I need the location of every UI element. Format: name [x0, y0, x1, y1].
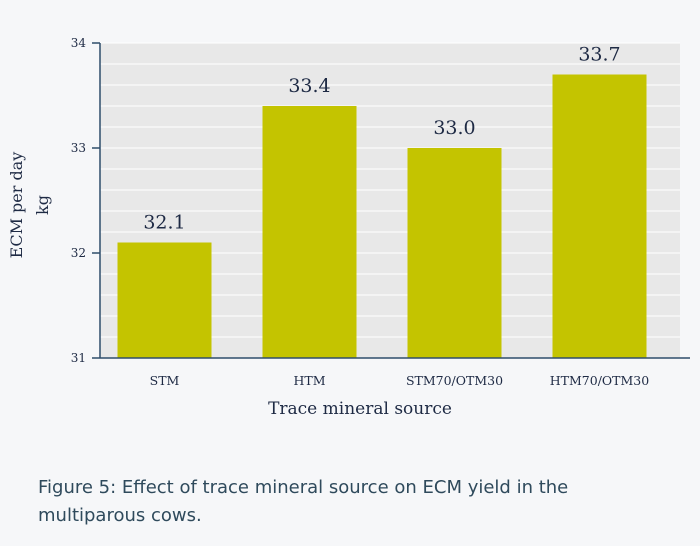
y-tick-label: 33 [71, 141, 86, 155]
y-ticks: 31 32 33 34 [71, 36, 100, 365]
figure-caption: Figure 5: Effect of trace mineral source… [38, 477, 569, 526]
bar-chart: 32.1 33.4 33.0 33.7 31 32 33 34 STM HTM STM70/OT… [7, 36, 690, 419]
bar-htm [262, 106, 357, 358]
x-tick-label: HTM [293, 373, 325, 388]
x-tick-label: STM [150, 373, 180, 388]
value-labels: 32.1 33.4 33.0 33.7 [143, 44, 620, 234]
y-tick-label: 31 [71, 351, 86, 365]
y-tick-label: 32 [71, 246, 86, 260]
y-axis-label-line2: kg [33, 195, 52, 215]
value-label: 32.1 [143, 212, 185, 234]
value-label: 33.7 [578, 44, 620, 66]
bar-stm70-otm30 [407, 148, 502, 358]
x-tick-label: HTM70/OTM30 [550, 373, 649, 388]
bar-stm [117, 242, 212, 358]
value-label: 33.0 [433, 117, 475, 139]
x-ticks: STM HTM STM70/OTM30 HTM70/OTM30 [150, 373, 650, 388]
bar-htm70-otm30 [552, 74, 647, 358]
x-axis-label: Trace mineral source [268, 399, 452, 419]
y-tick-label: 34 [71, 36, 87, 50]
x-tick-label: STM70/OTM30 [406, 373, 503, 388]
bars [117, 74, 647, 358]
axes [99, 43, 690, 359]
value-label: 33.4 [288, 75, 330, 97]
y-axis-label-line1: ECM per day [7, 152, 26, 259]
